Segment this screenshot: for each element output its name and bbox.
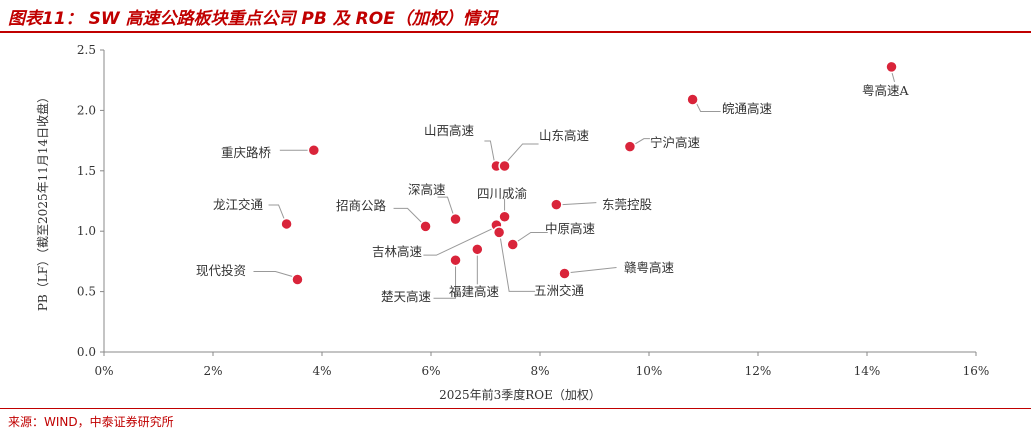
data-point: [623, 140, 637, 153]
data-point: [291, 273, 304, 286]
leader-line: [564, 266, 617, 274]
data-point: [498, 210, 511, 223]
x-tick-label: 16%: [963, 364, 990, 378]
point-label: 东莞控股: [602, 197, 653, 212]
point-label: 招商公路: [336, 198, 387, 213]
point-label: 粤高速A: [862, 83, 910, 98]
x-tick-label: 14%: [854, 364, 881, 378]
point-label: 深高速: [408, 182, 446, 197]
point-label: 福建高速: [449, 284, 500, 299]
data-point: [280, 217, 293, 231]
data-point: [686, 93, 699, 106]
point-label: 四川成渝: [477, 186, 528, 201]
data-point: [307, 144, 321, 157]
point-label: 五洲交通: [534, 283, 585, 298]
y-tick-label: 1.5: [77, 164, 96, 178]
source-note: 来源：WIND，中泰证券研究所: [8, 415, 174, 429]
y-tick-label: 1.0: [77, 224, 96, 238]
x-tick-label: 2%: [203, 364, 222, 378]
point-label: 宁沪高速: [650, 135, 701, 150]
data-point: [506, 238, 519, 251]
data-point: [558, 267, 571, 280]
y-tick-label: 0.5: [77, 285, 96, 299]
x-tick-label: 4%: [312, 364, 331, 378]
point-label: 中原高速: [545, 221, 596, 236]
x-tick-label: 12%: [745, 364, 772, 378]
x-tick-label: 8%: [530, 364, 549, 378]
data-point: [471, 243, 484, 256]
point-label: 现代投资: [196, 263, 246, 278]
point-label: 皖通高速: [722, 101, 773, 116]
point-label: 楚天高速: [381, 289, 432, 304]
point-label: 山西高速: [424, 123, 475, 138]
y-tick-label: 0.0: [77, 345, 96, 359]
title-divider: [0, 31, 1031, 33]
data-point: [449, 212, 462, 226]
data-point: [498, 159, 511, 173]
x-tick-label: 0%: [94, 364, 113, 378]
data-point: [885, 60, 898, 74]
leader-line: [253, 271, 298, 280]
y-axis-label: PB（LF）（截至2025年11月14日收盘）: [35, 91, 50, 311]
point-label: 重庆路桥: [221, 145, 272, 160]
data-point: [492, 226, 506, 239]
point-label: 赣粤高速: [624, 260, 675, 275]
y-tick-label: 2.0: [77, 103, 96, 117]
point-label: 山东高速: [539, 128, 590, 143]
x-axis-label: 2025年前3季度ROE（加权）: [439, 387, 601, 402]
x-tick-label: 6%: [421, 364, 440, 378]
leader-line: [423, 224, 497, 256]
chart-title: 图表11： SW 高速公路板块重点公司 PB 及 ROE（加权）情况: [8, 9, 497, 29]
footer-divider: [0, 408, 1031, 409]
data-point: [449, 253, 462, 267]
point-label: 龙江交通: [213, 197, 264, 212]
x-tick-label: 10%: [636, 364, 663, 378]
point-label: 吉林高速: [372, 244, 423, 259]
y-tick-label: 2.5: [77, 43, 96, 57]
data-point: [550, 198, 563, 211]
data-point: [419, 220, 432, 233]
